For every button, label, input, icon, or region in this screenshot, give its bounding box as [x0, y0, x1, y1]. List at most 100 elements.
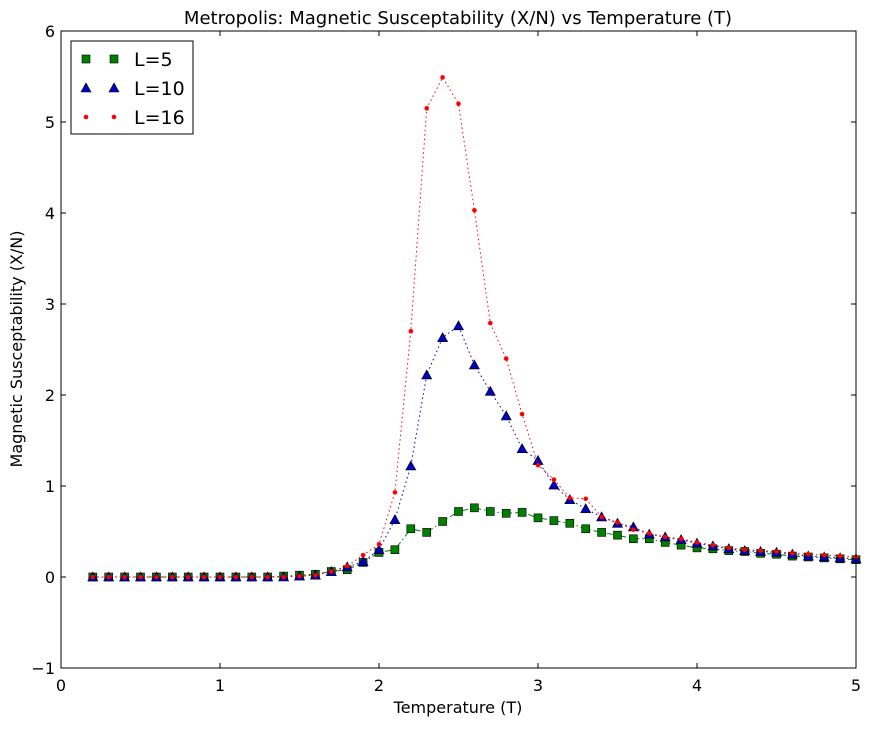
data-point [424, 106, 430, 111]
data-point [613, 530, 622, 540]
data-point [517, 508, 527, 517]
data-point [406, 524, 416, 534]
data-point [422, 528, 432, 537]
data-point [233, 574, 239, 580]
data-point [821, 552, 827, 558]
y-tick-label: 4 [45, 204, 55, 223]
x-tick-label: 0 [56, 676, 66, 695]
data-point [154, 574, 159, 580]
legend-marker [111, 114, 117, 120]
data-point [678, 536, 684, 542]
data-point [629, 534, 638, 544]
plot-frame [60, 30, 857, 669]
data-point [452, 320, 465, 331]
legend-label: L=10 [134, 78, 185, 100]
data-point [758, 548, 763, 553]
y-tick-label: −1 [31, 659, 55, 678]
data-point [357, 555, 369, 566]
data-point [468, 359, 480, 370]
data-point [710, 542, 716, 548]
legend-marker [108, 82, 120, 93]
data-point [344, 563, 350, 569]
y-tick-label: 3 [45, 295, 55, 314]
x-tick-label: 5 [851, 676, 861, 695]
data-point [516, 443, 528, 453]
data-point [281, 574, 286, 580]
series-layer [87, 75, 862, 582]
series-l-16 [90, 75, 859, 580]
data-point [122, 574, 127, 580]
plot-area [61, 31, 856, 668]
data-point [438, 517, 447, 526]
data-point [470, 503, 479, 513]
data-point [185, 574, 191, 580]
data-point [597, 528, 606, 537]
data-point [488, 320, 493, 326]
legend-marker [81, 54, 91, 64]
y-axis-title: Magnetic Susceptability (X/N) [7, 231, 26, 468]
data-point [360, 552, 366, 558]
legend-label: L=5 [134, 49, 173, 71]
data-point [408, 329, 414, 334]
data-point [437, 332, 449, 342]
data-point [790, 551, 795, 556]
data-point [548, 479, 560, 490]
data-point [583, 496, 588, 502]
x-tick-label: 1 [215, 676, 225, 695]
data-point [581, 524, 591, 534]
data-point [138, 574, 143, 580]
data-point [389, 514, 401, 524]
data-point [313, 572, 318, 578]
y-tick-label: 5 [45, 113, 55, 132]
x-tick-label: 3 [533, 676, 543, 695]
data-point [485, 507, 495, 516]
data-point [631, 527, 636, 532]
data-point [533, 513, 543, 523]
chart-title: Metropolis: Magnetic Susceptability (X/N… [184, 8, 732, 29]
y-tick-label: 2 [45, 386, 55, 405]
data-point [647, 531, 652, 536]
data-point [106, 574, 111, 580]
y-tick-label: 0 [45, 568, 55, 587]
legend-box [70, 40, 194, 135]
data-point [405, 460, 417, 471]
data-point [565, 519, 575, 528]
data-point [742, 547, 747, 552]
data-point [500, 410, 512, 421]
data-point [567, 495, 573, 501]
data-point [806, 551, 811, 557]
data-point [535, 462, 541, 468]
legend-label: L=16 [134, 107, 185, 129]
data-point [376, 541, 382, 547]
data-point [484, 385, 496, 396]
data-point [440, 75, 445, 80]
legend-marker [83, 114, 89, 120]
data-point [694, 540, 700, 545]
x-tick-label: 2 [374, 676, 384, 695]
y-tick-label: 1 [45, 477, 55, 496]
legend-marker [109, 54, 119, 64]
data-point [662, 534, 668, 540]
y-tick-label: 6 [45, 22, 55, 41]
data-point [551, 477, 557, 482]
data-point [837, 553, 843, 559]
data-point [519, 411, 525, 417]
data-point [615, 520, 620, 525]
legend-marker [80, 82, 92, 93]
legend: L=5 L=10 L=16 [70, 40, 194, 135]
data-point [392, 490, 398, 495]
data-point [265, 574, 271, 580]
data-point [501, 508, 511, 518]
data-point [217, 574, 223, 580]
data-point [90, 574, 96, 580]
data-point [329, 569, 334, 574]
data-point [599, 514, 604, 520]
data-point [373, 544, 385, 555]
data-point [503, 356, 509, 361]
data-point [726, 545, 732, 551]
data-point [201, 574, 207, 580]
data-point [421, 369, 433, 380]
data-point [549, 516, 559, 525]
data-point [170, 574, 175, 580]
